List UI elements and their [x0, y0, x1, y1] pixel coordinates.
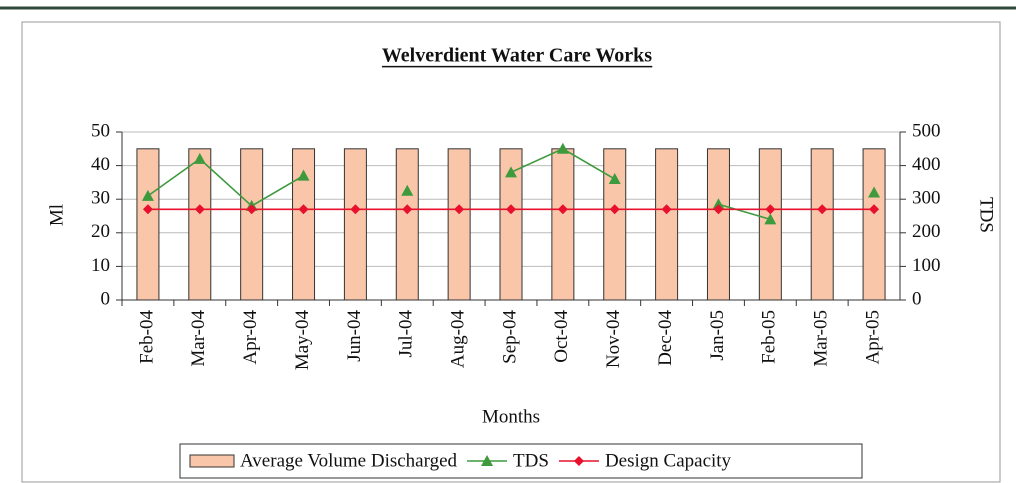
y-axis-label: Ml — [46, 204, 67, 226]
y-tick-label: 0 — [101, 288, 111, 309]
bar — [292, 148, 316, 301]
legend-label: Average Volume Discharged — [240, 450, 458, 471]
legend-marker — [481, 455, 494, 466]
point — [557, 204, 568, 215]
y2-tick-label: 500 — [912, 120, 941, 141]
point — [869, 204, 880, 215]
point — [246, 204, 257, 215]
point — [454, 204, 465, 215]
y-tick-label: 50 — [91, 120, 110, 141]
y-tick-label: 30 — [91, 188, 110, 209]
legend-swatch — [189, 454, 235, 468]
point — [298, 204, 309, 215]
bar — [240, 148, 264, 301]
x-tick-label: Feb-04 — [136, 310, 157, 364]
y2-tick-label: 100 — [912, 255, 941, 276]
point — [193, 152, 206, 164]
point — [142, 204, 153, 215]
x-tick-label: Jan-05 — [707, 310, 728, 361]
point — [297, 169, 310, 181]
bar — [136, 148, 160, 301]
point — [401, 184, 414, 196]
x-tick-label: Apr-04 — [240, 310, 261, 365]
legend-marker — [573, 456, 584, 466]
x-tick-label: Oct-04 — [551, 310, 572, 363]
point — [764, 213, 777, 225]
point — [817, 204, 828, 215]
x-tick-label: Aug-04 — [447, 310, 468, 369]
y2-axis-label: TDS — [976, 197, 997, 233]
point — [194, 204, 205, 215]
y2-tick-label: 0 — [912, 288, 922, 309]
bar — [655, 148, 679, 301]
point — [661, 204, 672, 215]
bar — [447, 148, 471, 301]
point — [765, 204, 776, 215]
point — [506, 204, 516, 215]
bar — [810, 148, 834, 301]
point — [712, 198, 725, 210]
y-tick-label: 10 — [91, 255, 110, 276]
point — [350, 204, 361, 215]
bar — [706, 148, 730, 301]
x-tick-label: Jul-04 — [396, 310, 417, 358]
point — [505, 166, 517, 178]
x-tick-label: Sep-04 — [499, 310, 520, 364]
point — [868, 186, 881, 198]
x-tick-label: Apr-05 — [862, 310, 883, 365]
bar — [758, 148, 782, 301]
bar — [343, 148, 367, 301]
legend-label: Design Capacity — [605, 450, 732, 471]
y-tick-label: 20 — [91, 221, 110, 242]
bar — [188, 148, 212, 301]
bar — [603, 148, 627, 301]
point — [556, 142, 569, 154]
y2-tick-label: 200 — [912, 221, 941, 242]
x-tick-label: Feb-05 — [759, 310, 780, 364]
x-tick-label: Mar-05 — [811, 310, 832, 367]
point — [713, 204, 724, 215]
bar — [395, 148, 419, 301]
bar — [551, 148, 575, 301]
chart-title: Welverdient Water Care Works — [382, 45, 652, 67]
point — [141, 189, 154, 201]
bar — [862, 148, 886, 301]
y2-tick-label: 300 — [912, 188, 941, 209]
x-tick-label: Nov-04 — [603, 310, 624, 369]
legend-label: TDS — [513, 450, 549, 471]
point — [609, 204, 620, 215]
x-tick-label: Jun-04 — [344, 310, 365, 362]
y-tick-label: 40 — [91, 154, 110, 175]
legend-box — [179, 443, 863, 479]
x-tick-label: Mar-04 — [188, 310, 209, 367]
y2-tick-label: 400 — [912, 154, 941, 175]
point — [608, 173, 621, 185]
x-axis-label: Months — [482, 406, 540, 427]
x-tick-label: May-04 — [292, 310, 313, 371]
x-tick-label: Dec-04 — [655, 310, 676, 366]
point — [402, 204, 413, 215]
bar — [499, 148, 523, 301]
